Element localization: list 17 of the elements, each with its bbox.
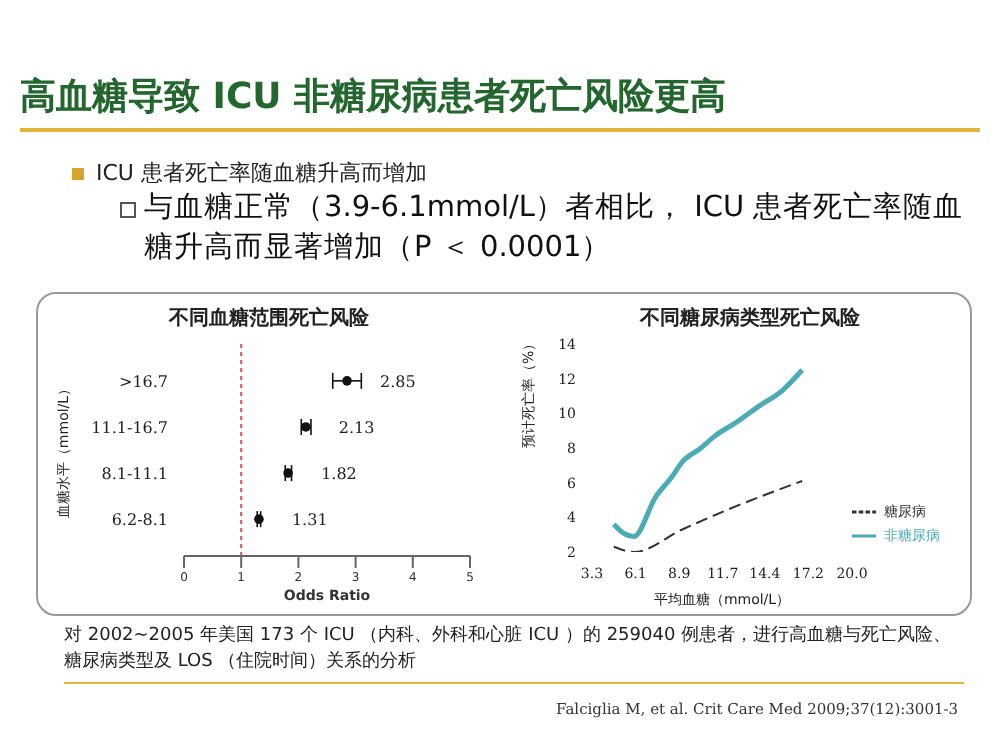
- chart-title: 不同血糖范围死亡风险: [166, 304, 371, 332]
- data-label: 1.82: [321, 464, 357, 483]
- chart-title: 不同糖尿病类型死亡风险: [637, 304, 862, 332]
- text: 与血糖正常（3.9-6.1mmol/L）者相比， ICU 患者死亡率随血糖升高而显著增加（P ＜ 0.0001）: [144, 189, 964, 268]
- data-label: 1.31: [291, 510, 328, 529]
- line-series: [612, 479, 804, 552]
- line-series: [611, 367, 805, 539]
- y-tick-label: 11.1-16.7: [91, 418, 168, 437]
- text: 高血糖导致 ICU 非糖尿病患者死亡风险更高: [20, 72, 980, 132]
- text: 对 2002~2005 年美国 173 个 ICU （内科、外科和心脏 ICU ）的 259040 例患者，进行高血糖与死亡风险、糖尿病类型及 LOS （住院时间）关系的分析: [64, 624, 964, 684]
- point: [342, 376, 352, 386]
- y-tick-label: 6.2-8.1: [111, 510, 168, 529]
- y-tick-label: 8.1-11.1: [101, 464, 168, 483]
- data-label: 2.13: [338, 418, 375, 437]
- text: ICU 患者死亡率随血糖升高而增加: [96, 158, 427, 188]
- y-tick-label: >16.7: [118, 372, 168, 391]
- data-label: 2.85: [380, 372, 416, 391]
